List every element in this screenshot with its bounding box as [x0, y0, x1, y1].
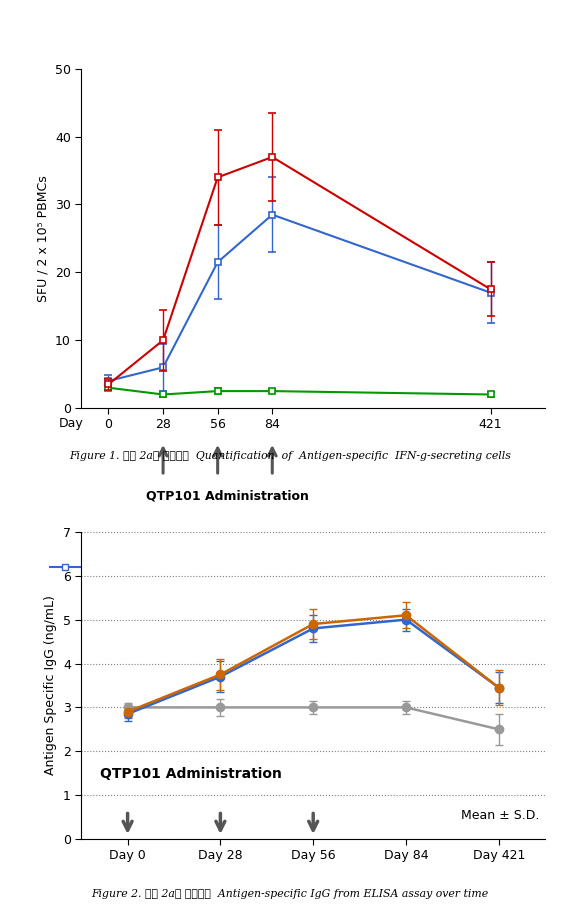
Text: Figure 1. 성인 2a상 임상시험  Quantification  of  Antigen-specific  IFN-g-secreting cel: Figure 1. 성인 2a상 임상시험 Quantification of …: [69, 451, 511, 461]
Text: Figure 2. 성인 2a상 임상시험  Antigen-specific IgG from ELISA assay over time: Figure 2. 성인 2a상 임상시험 Antigen-specific I…: [92, 889, 488, 900]
Text: QTP101 Administration: QTP101 Administration: [100, 767, 282, 780]
Text: Mean ± S.D.: Mean ± S.D.: [461, 809, 539, 822]
Text: QTP101 Administration: QTP101 Administration: [146, 490, 309, 503]
Legend: Group 1 : 저용량군, Group 2 : 고용량군, Group 3 : 위약군: Group 1 : 저용량군, Group 2 : 고용량군, Group 3 …: [45, 556, 460, 579]
Y-axis label: SFU / 2 x 10⁵ PBMCs: SFU / 2 x 10⁵ PBMCs: [36, 175, 49, 302]
Y-axis label: Antigen Specific IgG (ng/mL): Antigen Specific IgG (ng/mL): [44, 595, 57, 776]
Text: Day: Day: [58, 416, 83, 430]
